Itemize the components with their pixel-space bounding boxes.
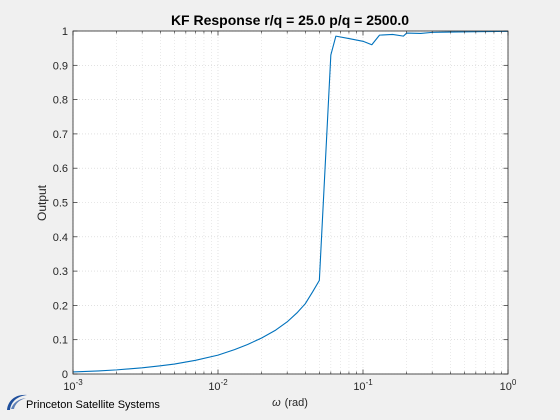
y-tick-labels: 0 0.1 0.2 0.3 0.4 0.5 0.6 0.7 0.8 0.9 1: [53, 26, 68, 381]
axis-ticks: [72, 30, 509, 375]
x-tick-base: 10: [500, 381, 512, 393]
x-tick-labels: 10-3 10-2 10-1 100: [63, 378, 517, 393]
y-tick-label: 0.3: [53, 266, 68, 278]
x-tick-base: 10: [208, 381, 220, 393]
y-tick-label: 0.8: [53, 95, 68, 107]
x-tick-label: 100: [500, 378, 517, 393]
x-axis-label: ω (rad): [272, 397, 308, 409]
y-tick-label: 0.1: [53, 335, 68, 347]
grid-lines: [72, 30, 509, 375]
y-tick-label: 0.6: [53, 163, 68, 175]
x-tick-base: 10: [63, 381, 75, 393]
x-tick-base: 10: [353, 381, 365, 393]
x-tick-exponent: -3: [76, 378, 84, 387]
y-tick-label: 0.5: [53, 198, 68, 210]
x-tick-label: 10-1: [353, 378, 373, 393]
y-tick-label: 0.4: [53, 232, 68, 244]
y-tick-label: 0: [62, 369, 68, 381]
x-tick-exponent: 0: [512, 378, 517, 387]
chart-title: KF Response r/q = 25.0 p/q = 2500.0: [171, 12, 409, 28]
logo-text: Princeton Satellite Systems: [26, 399, 160, 411]
y-axis-label: Output: [35, 184, 49, 221]
satellite-swoosh-icon: [7, 394, 27, 410]
y-tick-label: 0.7: [53, 129, 68, 141]
y-tick-label: 0.2: [53, 300, 68, 312]
y-tick-label: 1: [62, 26, 68, 38]
x-tick-label: 10-3: [63, 378, 83, 393]
x-axis-symbol: ω: [272, 397, 281, 409]
x-tick-label: 10-2: [208, 378, 228, 393]
x-tick-exponent: -2: [221, 378, 229, 387]
company-logo: Princeton Satellite Systems: [4, 390, 174, 416]
y-tick-label: 0.9: [53, 60, 68, 72]
x-axis-unit: (rad): [285, 397, 308, 409]
x-tick-exponent: -1: [366, 378, 374, 387]
